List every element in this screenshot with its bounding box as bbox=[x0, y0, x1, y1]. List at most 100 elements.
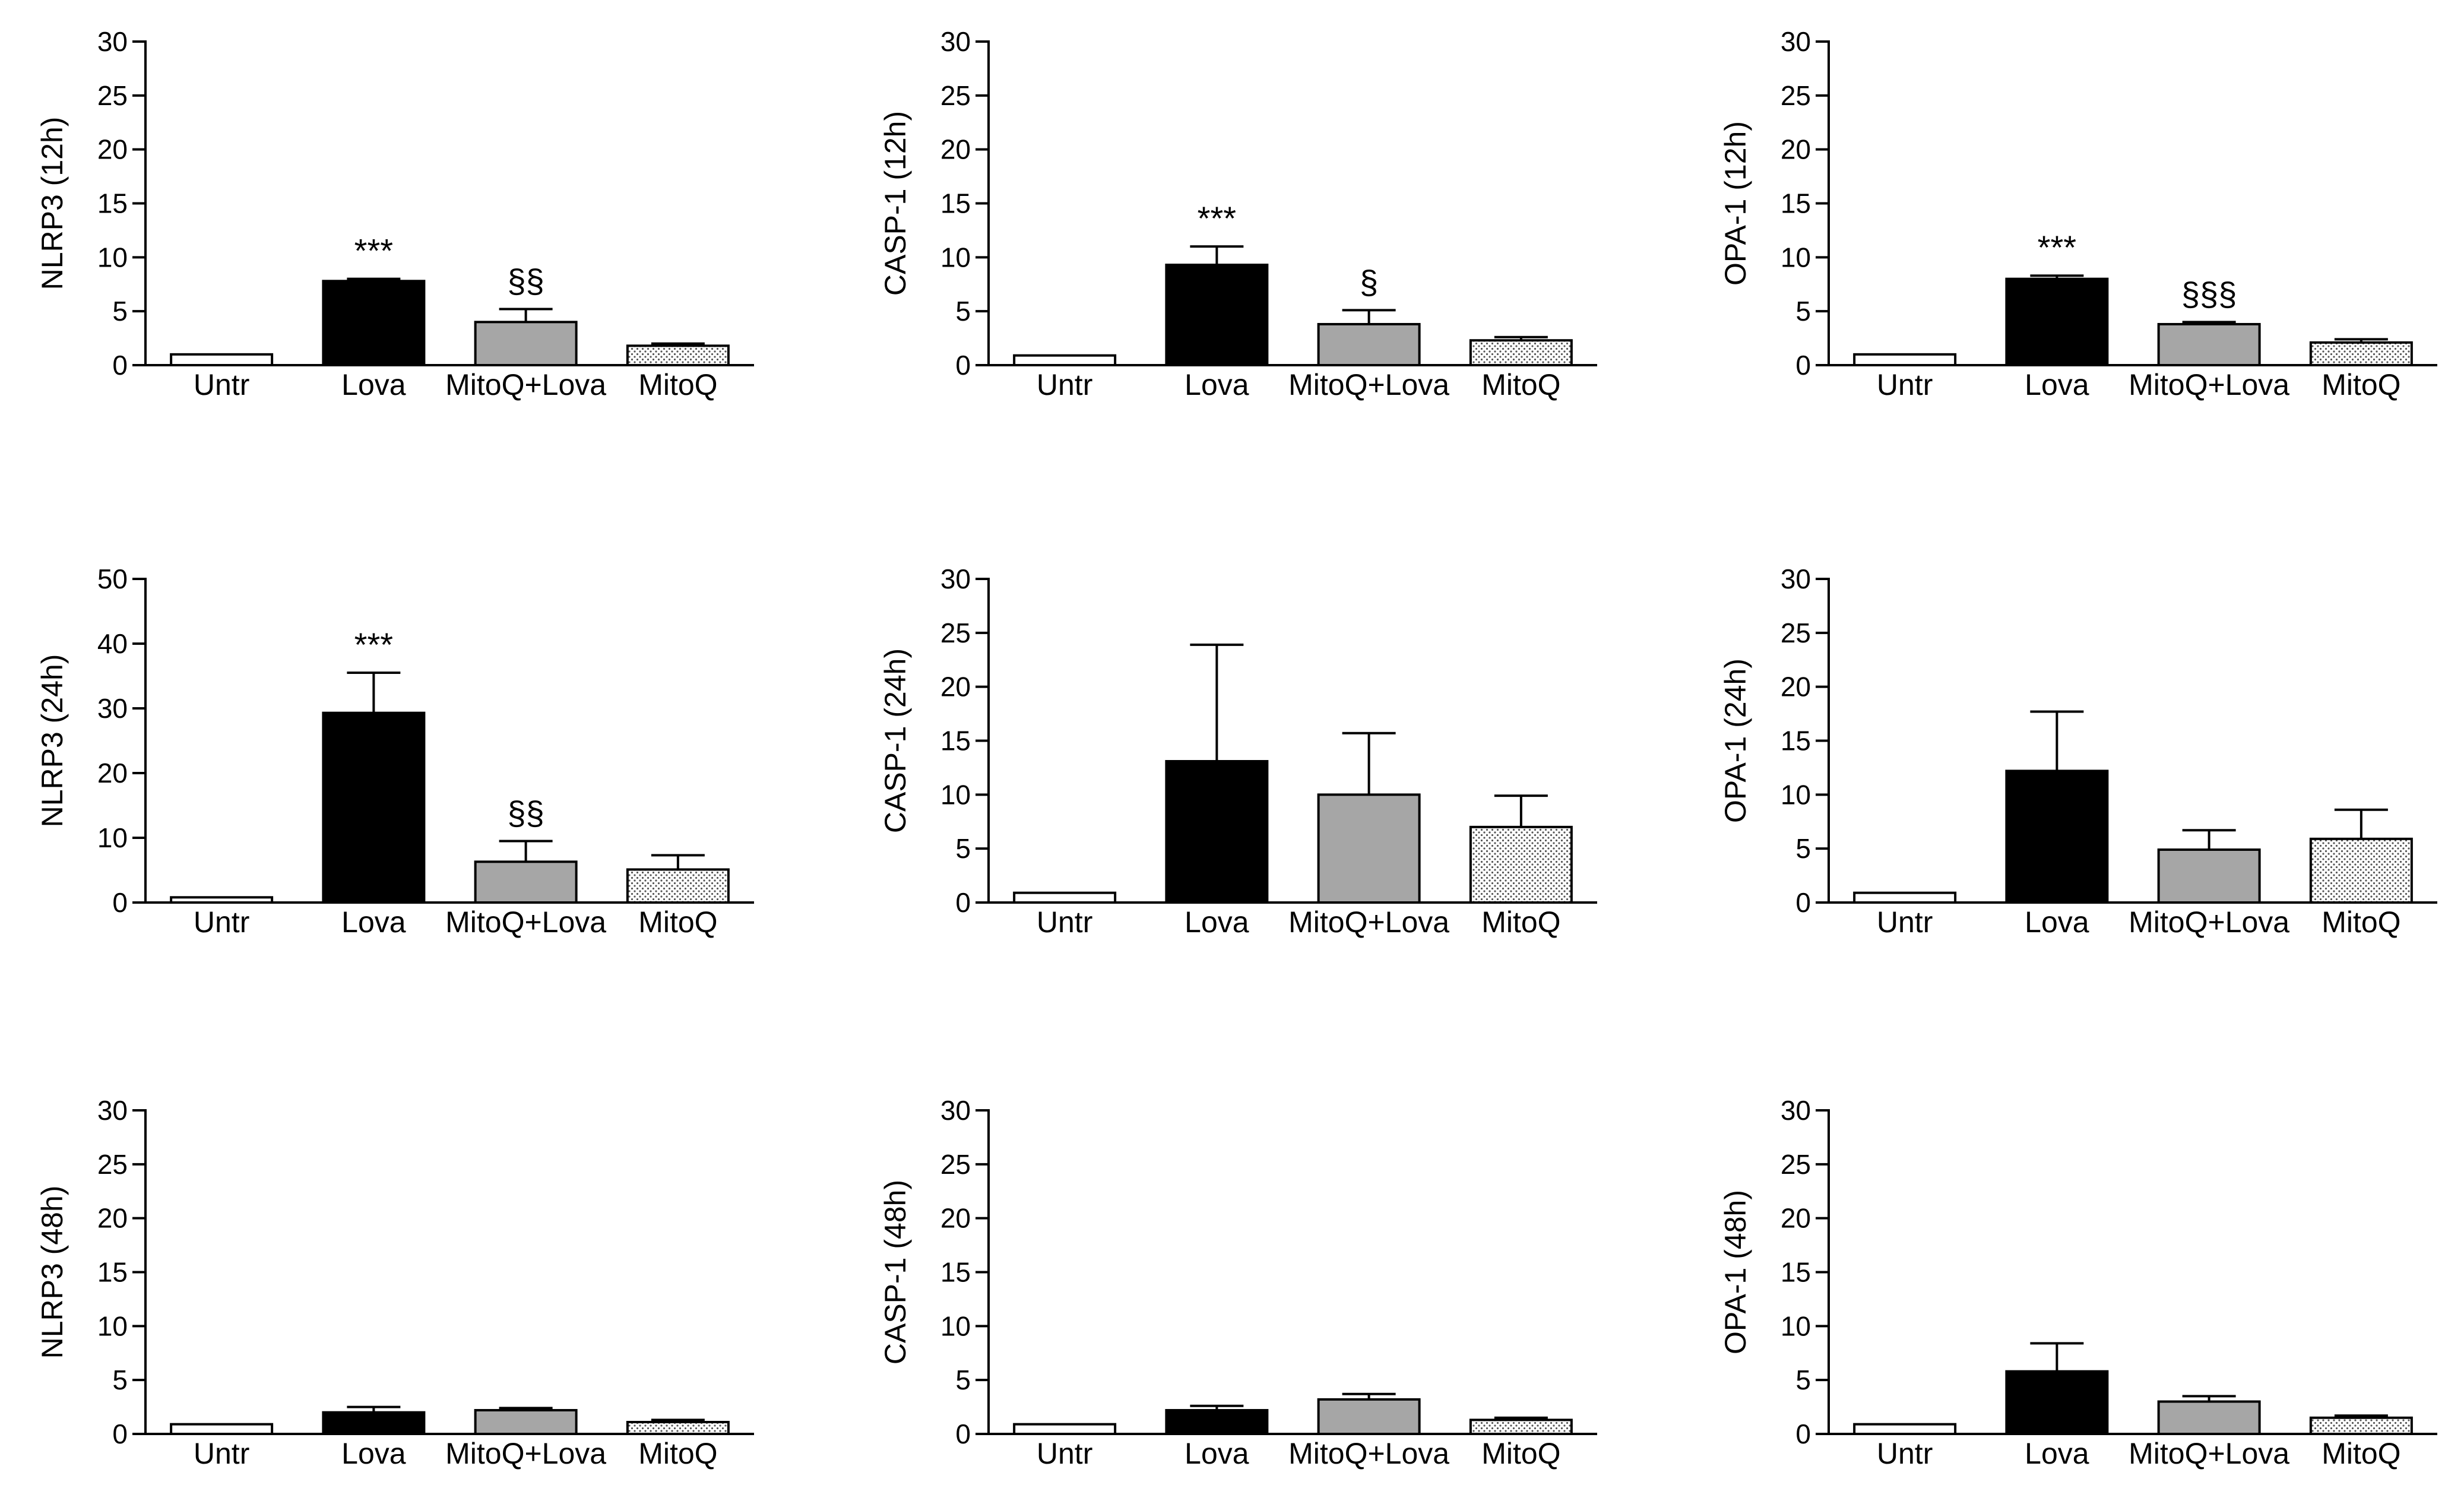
y-tick-label: 10 bbox=[97, 1310, 128, 1341]
y-tick-label: 30 bbox=[97, 693, 128, 724]
bar-mitoq-plus-lova bbox=[1317, 1398, 1421, 1436]
bar-untr bbox=[1013, 354, 1117, 367]
y-tick-label: 25 bbox=[97, 80, 128, 111]
bar-lova bbox=[322, 1411, 426, 1436]
bar-mitoq-plus-lova bbox=[2157, 848, 2261, 904]
bar-mitoq bbox=[2309, 341, 2413, 366]
chart-panel-i: 0 5 10 15 20 25 30 OPA-1 (48h) Untr Lova MitoQ+Lov… bbox=[1719, 1095, 2437, 1470]
y-tick-label: 25 bbox=[1781, 1149, 1811, 1180]
y-tick-label: 25 bbox=[940, 80, 971, 111]
x-tick-label: Untr bbox=[1877, 905, 1933, 939]
y-tick-label: 25 bbox=[1781, 80, 1811, 111]
y-tick-label: 0 bbox=[112, 350, 128, 381]
y-tick-label: 25 bbox=[940, 618, 971, 648]
y-axis-title: OPA-1 (24h) bbox=[1719, 658, 1752, 823]
y-tick-label: 5 bbox=[1795, 1364, 1811, 1395]
bar-untr bbox=[1013, 1423, 1117, 1435]
y-tick-label: 50 bbox=[97, 563, 128, 594]
y-tick-label: 10 bbox=[940, 242, 971, 273]
chart-panel-a: 0 5 10 15 20 25 30 NLRP3 (12h) Untr Lova *** MitoQ+… bbox=[36, 26, 754, 401]
y-tick-label: 5 bbox=[1795, 296, 1811, 327]
x-tick-label: Lova bbox=[2025, 1437, 2089, 1470]
bar-mitoq-plus-lova bbox=[1317, 322, 1421, 367]
significance-annotation: §§§ bbox=[2181, 275, 2237, 312]
y-tick-label: 20 bbox=[97, 134, 128, 165]
y-tick-label: 10 bbox=[940, 1310, 971, 1341]
y-tick-label: 30 bbox=[940, 1095, 971, 1126]
bar-mitoq-plus-lova bbox=[474, 860, 578, 904]
y-tick-label: 10 bbox=[940, 779, 971, 810]
significance-annotation: § bbox=[1360, 263, 1378, 300]
bar-mitoq bbox=[2309, 837, 2413, 904]
x-tick-label: Untr bbox=[194, 1437, 249, 1470]
bar-lova bbox=[322, 711, 426, 904]
x-tick-label: MitoQ bbox=[1481, 1437, 1560, 1470]
bar-lova bbox=[1165, 264, 1269, 366]
bar-lova bbox=[322, 280, 426, 366]
y-tick-label: 20 bbox=[940, 1203, 971, 1234]
y-tick-label: 20 bbox=[1781, 672, 1811, 702]
y-tick-label: 0 bbox=[112, 1418, 128, 1449]
x-tick-label: Untr bbox=[1037, 368, 1092, 401]
significance-annotation: *** bbox=[354, 232, 393, 270]
y-tick-label: 25 bbox=[940, 1149, 971, 1180]
y-tick-label: 5 bbox=[955, 833, 971, 864]
x-tick-label: Lova bbox=[2025, 905, 2089, 939]
y-tick-label: 30 bbox=[940, 563, 971, 594]
y-tick-label: 30 bbox=[1781, 1095, 1811, 1126]
y-tick-label: 0 bbox=[955, 350, 971, 381]
x-tick-label: Lova bbox=[341, 905, 406, 939]
y-tick-label: 10 bbox=[97, 822, 128, 853]
x-tick-label: Lova bbox=[2025, 368, 2089, 401]
y-tick-label: 5 bbox=[112, 296, 128, 327]
y-tick-label: 10 bbox=[1781, 242, 1811, 273]
y-tick-label: 0 bbox=[1795, 1418, 1811, 1449]
y-axis-title: CASP-1 (48h) bbox=[879, 1180, 912, 1364]
y-tick-label: 15 bbox=[1781, 726, 1811, 756]
bar-mitoq bbox=[626, 868, 730, 904]
y-tick-label: 15 bbox=[97, 1257, 128, 1288]
y-tick-label: 40 bbox=[97, 628, 128, 659]
y-tick-label: 10 bbox=[97, 242, 128, 273]
y-tick-label: 30 bbox=[1781, 26, 1811, 57]
y-tick-label: 0 bbox=[1795, 350, 1811, 381]
x-tick-label: MitoQ bbox=[638, 1437, 717, 1470]
bar-lova bbox=[2005, 277, 2109, 366]
bar-mitoq bbox=[1469, 825, 1573, 904]
x-tick-label: Untr bbox=[194, 905, 249, 939]
x-tick-label: Lova bbox=[1185, 905, 1249, 939]
y-tick-label: 5 bbox=[112, 1364, 128, 1395]
x-tick-label: MitoQ+Lova bbox=[1288, 1437, 1449, 1470]
x-tick-label: MitoQ+Lova bbox=[2129, 368, 2289, 401]
bar-mitoq bbox=[1469, 1418, 1573, 1435]
x-tick-label: MitoQ+Lova bbox=[445, 1437, 606, 1470]
chart-panel-f: 0 5 10 15 20 25 30 OPA-1 (24h) Untr Lova MitoQ+Lov… bbox=[1719, 563, 2437, 939]
y-tick-label: 10 bbox=[1781, 779, 1811, 810]
chart-panel-d: 0 10 20 30 40 50 NLRP3 (24h) Untr Lova *** MitoQ+L… bbox=[36, 563, 754, 939]
x-tick-label: Untr bbox=[1037, 905, 1092, 939]
x-tick-label: MitoQ bbox=[1481, 905, 1560, 939]
bar-lova bbox=[2005, 770, 2109, 904]
significance-annotation: §§ bbox=[507, 262, 544, 300]
y-tick-label: 20 bbox=[1781, 1203, 1811, 1234]
y-tick-label: 10 bbox=[1781, 1310, 1811, 1341]
chart-panel-h: 0 5 10 15 20 25 30 CASP-1 (48h) Untr Lova MitoQ+Lo… bbox=[879, 1095, 1597, 1470]
y-tick-label: 25 bbox=[97, 1149, 128, 1180]
y-axis-title: NLRP3 (48h) bbox=[36, 1186, 69, 1359]
y-tick-label: 20 bbox=[940, 134, 971, 165]
x-tick-label: MitoQ bbox=[1481, 368, 1560, 401]
x-tick-label: Lova bbox=[1185, 1437, 1249, 1470]
y-tick-label: 5 bbox=[955, 1364, 971, 1395]
bar-untr bbox=[170, 1423, 274, 1435]
bar-mitoq bbox=[626, 1421, 730, 1435]
bar-mitoq bbox=[2309, 1416, 2413, 1435]
y-axis-title: OPA-1 (48h) bbox=[1719, 1190, 1752, 1354]
y-tick-label: 30 bbox=[97, 1095, 128, 1126]
y-axis-title: NLRP3 (12h) bbox=[36, 117, 69, 290]
chart-panel-e: 0 5 10 15 20 25 30 CASP-1 (24h) Untr Lova MitoQ+Lo… bbox=[879, 563, 1597, 939]
y-axis-title: NLRP3 (24h) bbox=[36, 654, 69, 828]
x-tick-label: Lova bbox=[341, 1437, 406, 1470]
significance-annotation: §§ bbox=[507, 794, 544, 831]
bar-untr bbox=[1853, 353, 1957, 366]
